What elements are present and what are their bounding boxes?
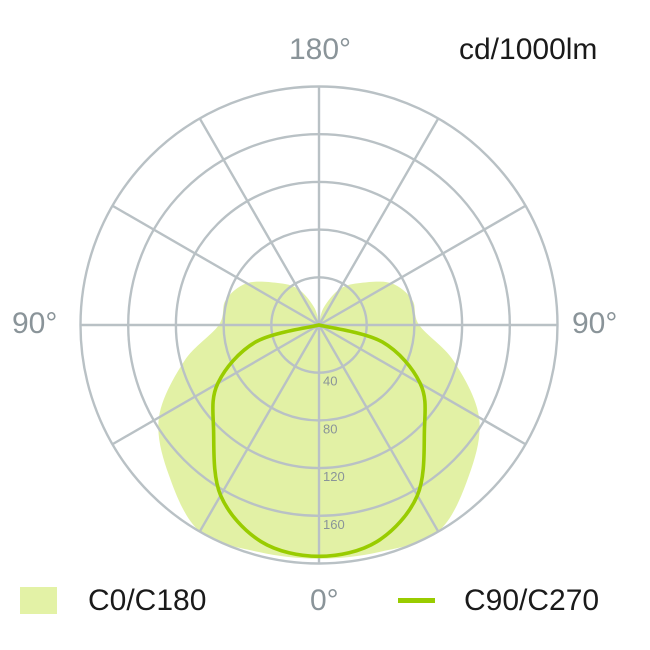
radial-tick-label: 120 [323,469,345,484]
angle-label-90-right: 90° [572,307,618,340]
radial-tick-label: 80 [323,421,337,436]
grid-spoke [318,204,527,327]
grid-spoke [111,204,320,327]
legend-swatch-c0-c180 [20,587,57,614]
angle-label-0: 0° [310,584,339,617]
radial-tick-label: 160 [323,517,345,532]
legend-label-c90-c270: C90/C270 [464,584,600,617]
legend-label-c0-c180: C0/C180 [88,584,207,617]
unit-label: cd/1000lm [459,33,598,66]
angle-label-180: 180° [289,33,352,66]
radial-tick-label: 40 [323,374,337,389]
grid-spoke [198,117,321,326]
angle-label-90-left: 90° [12,307,58,340]
series-c90-c270-line [211,323,427,559]
grid-spoke [317,117,440,326]
legend-swatch-c90-c270 [398,598,435,603]
